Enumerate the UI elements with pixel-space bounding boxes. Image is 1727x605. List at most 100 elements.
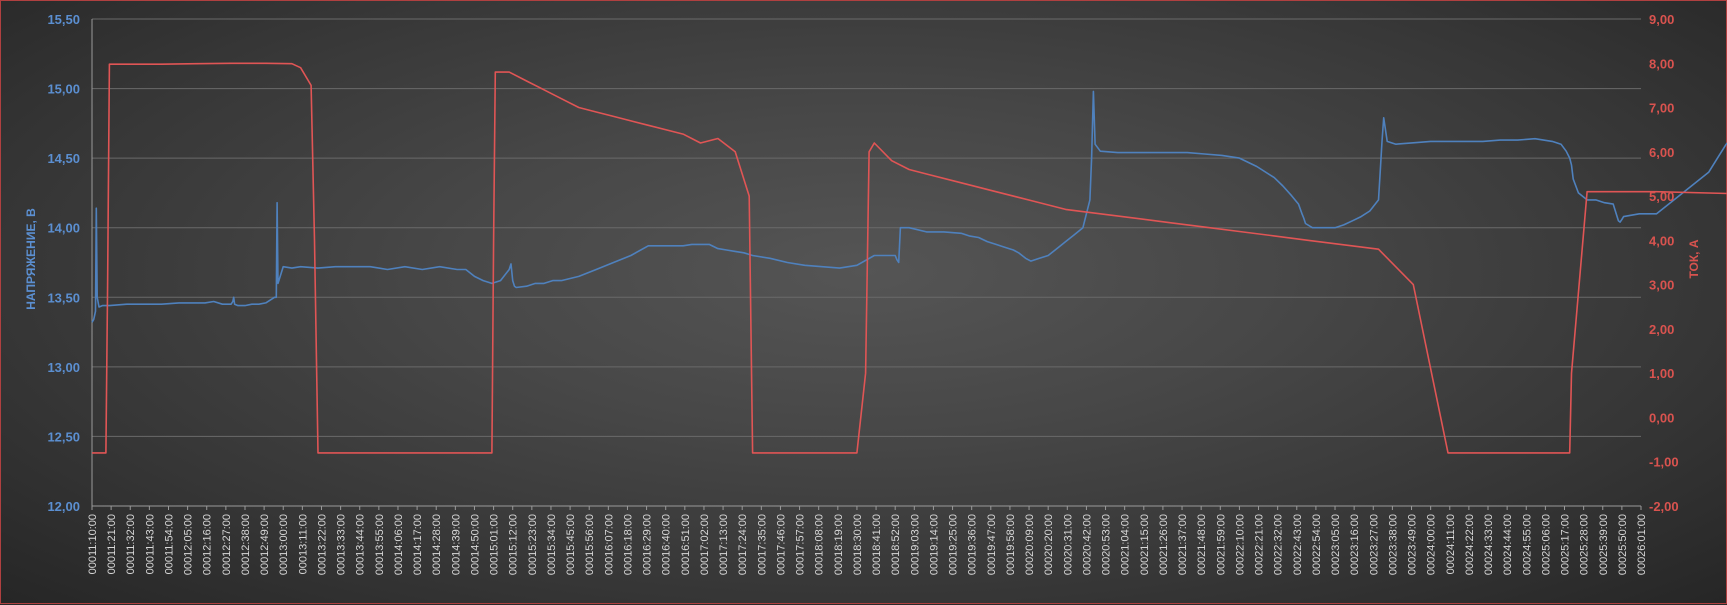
x-tick-label: 00021:59:00: [1215, 514, 1227, 575]
x-tick-label: 00019:58:00: [1005, 514, 1017, 575]
x-tick-label: 00024:44:00: [1502, 514, 1514, 575]
x-tick-label: 00018:52:00: [890, 514, 902, 575]
x-tick-label: 00015:56:00: [584, 514, 596, 575]
x-tick-label: 00018:19:00: [833, 514, 845, 575]
current-series-line: [92, 62, 1727, 454]
y-tick-label: 15,00: [47, 82, 80, 97]
x-tick-label: 00021:15:00: [1139, 514, 1151, 575]
x-tick-label: 00020:53:00: [1101, 514, 1113, 575]
y2-tick-label: 6,00: [1649, 145, 1674, 160]
x-tick-label: 00013:44:00: [355, 514, 367, 575]
y-tick-label: 14,00: [47, 221, 80, 236]
x-tick-label: 00023:05:00: [1330, 514, 1342, 575]
y2-tick-label: 4,00: [1649, 233, 1674, 248]
x-tick-label: 00024:00:00: [1426, 514, 1438, 575]
x-tick-label: 00011:10:00: [87, 514, 99, 574]
series-lines: [91, 62, 1727, 454]
y2-axis-title: ТОК, А: [1687, 239, 1701, 278]
y2-tick-label: 9,00: [1649, 12, 1674, 27]
x-tick-label: 00012:16:00: [202, 514, 214, 575]
gridlines: [92, 18, 1641, 437]
x-tick-label: 00015:34:00: [546, 514, 558, 575]
y2-tick-label: 8,00: [1649, 56, 1674, 71]
x-tick-label: 00022:54:00: [1311, 514, 1323, 575]
x-tick-label: 00024:55:00: [1521, 514, 1533, 575]
y2-tick-label: 5,00: [1649, 189, 1674, 204]
x-tick-label: 00026:01:00: [1636, 514, 1648, 575]
x-tick-label: 00011:32:00: [125, 514, 137, 574]
x-tick-label: 00011:21:00: [106, 514, 118, 574]
y-tick-label: 13,00: [47, 360, 80, 375]
x-tick-label: 00016:18:00: [622, 514, 634, 575]
x-tick-label: 00013:11:00: [297, 514, 309, 574]
x-tick-label: 00020:09:00: [1024, 514, 1036, 575]
x-tick-label: 00016:29:00: [642, 514, 654, 575]
x-tick-label: 00016:51:00: [680, 514, 692, 575]
y-tick-label: 12,00: [47, 499, 80, 514]
x-tick-label: 00016:40:00: [661, 514, 673, 575]
y2-tick-label: 1,00: [1649, 366, 1674, 381]
x-tick-label: 00021:37:00: [1177, 514, 1189, 575]
x-tick-label: 00014:06:00: [393, 514, 405, 575]
y-tick-label: 15,50: [47, 12, 80, 27]
y-tick-label: 12,50: [47, 429, 80, 444]
y-tick-label: 14,50: [47, 151, 80, 166]
x-tick-label: 00014:50:00: [469, 514, 481, 575]
x-tick-label: 00011:54:00: [163, 514, 175, 574]
x-tick-label: 00019:47:00: [986, 514, 998, 575]
x-tick-label: 00017:35:00: [756, 514, 768, 575]
x-tick-label: 00019:36:00: [967, 514, 979, 575]
x-tick-label: 00018:30:00: [852, 514, 864, 575]
x-tick-label: 00021:26:00: [1158, 514, 1170, 575]
x-tick-label: 00024:33:00: [1483, 514, 1495, 575]
x-tick-label: 00021:04:00: [1120, 514, 1132, 575]
x-tick-label: 00014:39:00: [450, 514, 462, 575]
y2-tick-label: -1,00: [1649, 455, 1679, 470]
y2-tick-label: 0,00: [1649, 410, 1674, 425]
x-tick-label: 00020:31:00: [1062, 514, 1074, 575]
y-tick-label: 13,50: [47, 290, 80, 305]
tick-labels: 12,00 12,50 13,00 13,50 14,00 14,50 15,00 15,50…: [47, 12, 1678, 575]
y2-tick-label: 3,00: [1649, 278, 1674, 293]
x-tick-label: 00022:43:00: [1292, 514, 1304, 575]
voltage-series-line: [91, 90, 1727, 323]
x-tick-label: 00015:12:00: [508, 514, 520, 575]
x-tick-label: 00013:55:00: [374, 514, 386, 575]
x-tick-label: 00018:41:00: [871, 514, 883, 575]
y-axis-title: НАПРЯЖЕНИЕ, В: [24, 208, 38, 310]
x-tick-label: 00019:03:00: [909, 514, 921, 575]
axes: [91, 19, 1642, 510]
x-tick-label: 00016:07:00: [603, 514, 615, 575]
x-tick-label: 00017:57:00: [795, 514, 807, 575]
x-tick-label: 00017:13:00: [718, 514, 730, 575]
x-tick-label: 00011:43:00: [144, 514, 156, 574]
x-tick-label: 00015:01:00: [489, 514, 501, 575]
x-tick-label: 00023:38:00: [1387, 514, 1399, 575]
x-tick-label: 00023:16:00: [1349, 514, 1361, 575]
x-tick-label: 00013:22:00: [316, 514, 328, 575]
x-tick-label: 00014:17:00: [412, 514, 424, 575]
x-tick-label: 00015:45:00: [565, 514, 577, 575]
x-tick-label: 00022:10:00: [1234, 514, 1246, 575]
x-tick-label: 00017:46:00: [775, 514, 787, 575]
x-tick-label: 00024:22:00: [1464, 514, 1476, 575]
x-tick-label: 00012:27:00: [221, 514, 233, 575]
x-tick-label: 00025:17:00: [1560, 514, 1572, 575]
y2-tick-label: 2,00: [1649, 322, 1674, 337]
y2-tick-label: 7,00: [1649, 101, 1674, 116]
x-tick-label: 00023:49:00: [1407, 514, 1419, 575]
x-tick-label: 00023:27:00: [1368, 514, 1380, 575]
x-tick-label: 00019:14:00: [928, 514, 940, 575]
x-tick-label: 00022:21:00: [1254, 514, 1266, 575]
x-tick-label: 00022:32:00: [1273, 514, 1285, 575]
x-tick-label: 00015:23:00: [527, 514, 539, 575]
x-tick-label: 00025:39:00: [1598, 514, 1610, 575]
x-tick-label: 00012:49:00: [259, 514, 271, 575]
x-tick-label: 00017:02:00: [699, 514, 711, 575]
x-tick-label: 00021:48:00: [1196, 514, 1208, 575]
x-tick-label: 00019:25:00: [948, 514, 960, 575]
y2-tick-label: -2,00: [1649, 499, 1679, 514]
x-tick-label: 00020:42:00: [1081, 514, 1093, 575]
